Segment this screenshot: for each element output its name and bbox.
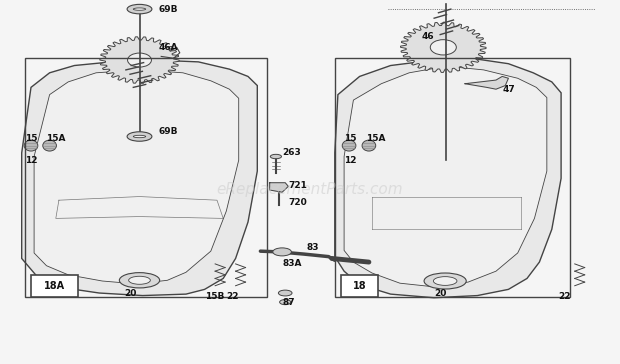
Text: 47: 47 xyxy=(502,85,515,94)
Text: 15: 15 xyxy=(25,134,37,143)
Ellipse shape xyxy=(424,273,466,289)
Polygon shape xyxy=(335,58,561,298)
Text: 87: 87 xyxy=(282,298,294,306)
Circle shape xyxy=(430,40,456,55)
Polygon shape xyxy=(401,22,486,72)
Text: 20: 20 xyxy=(434,289,446,297)
Ellipse shape xyxy=(342,140,356,151)
Polygon shape xyxy=(270,183,288,192)
Polygon shape xyxy=(344,66,547,287)
Text: 721: 721 xyxy=(288,181,307,190)
Polygon shape xyxy=(34,70,239,284)
Ellipse shape xyxy=(129,276,151,284)
Ellipse shape xyxy=(43,140,56,151)
Text: 46: 46 xyxy=(422,32,434,41)
Text: 69B: 69B xyxy=(158,5,177,13)
Ellipse shape xyxy=(133,8,146,10)
Text: 263: 263 xyxy=(282,149,301,157)
Bar xyxy=(341,275,378,297)
Circle shape xyxy=(128,53,151,67)
Polygon shape xyxy=(465,76,508,89)
Ellipse shape xyxy=(280,300,291,305)
Text: 83: 83 xyxy=(307,243,319,252)
Text: 15B: 15B xyxy=(205,292,224,301)
Ellipse shape xyxy=(362,140,376,151)
Ellipse shape xyxy=(278,290,292,296)
Bar xyxy=(335,58,570,297)
Text: 69B: 69B xyxy=(158,127,177,135)
Text: 18: 18 xyxy=(353,281,366,291)
Bar xyxy=(25,58,267,297)
Ellipse shape xyxy=(273,248,291,256)
Text: 22: 22 xyxy=(226,292,239,301)
Text: 46A: 46A xyxy=(158,43,178,52)
Text: 12: 12 xyxy=(344,156,356,165)
Text: 15A: 15A xyxy=(366,134,385,143)
Text: 12: 12 xyxy=(25,156,37,165)
Text: 18A: 18A xyxy=(43,281,65,291)
Ellipse shape xyxy=(133,135,146,138)
Text: eReplacementParts.com: eReplacementParts.com xyxy=(216,182,404,197)
Ellipse shape xyxy=(270,154,281,159)
Text: 15A: 15A xyxy=(46,134,66,143)
Bar xyxy=(31,275,78,297)
Ellipse shape xyxy=(119,273,160,288)
Ellipse shape xyxy=(433,277,457,285)
Text: 83A: 83A xyxy=(282,260,301,268)
Text: 720: 720 xyxy=(288,198,307,206)
Ellipse shape xyxy=(127,132,152,141)
Polygon shape xyxy=(100,37,179,83)
Text: 15: 15 xyxy=(344,134,356,143)
Text: 22: 22 xyxy=(558,292,570,301)
Ellipse shape xyxy=(24,140,38,151)
Text: 20: 20 xyxy=(124,289,136,297)
Polygon shape xyxy=(22,60,257,296)
Ellipse shape xyxy=(127,4,152,14)
